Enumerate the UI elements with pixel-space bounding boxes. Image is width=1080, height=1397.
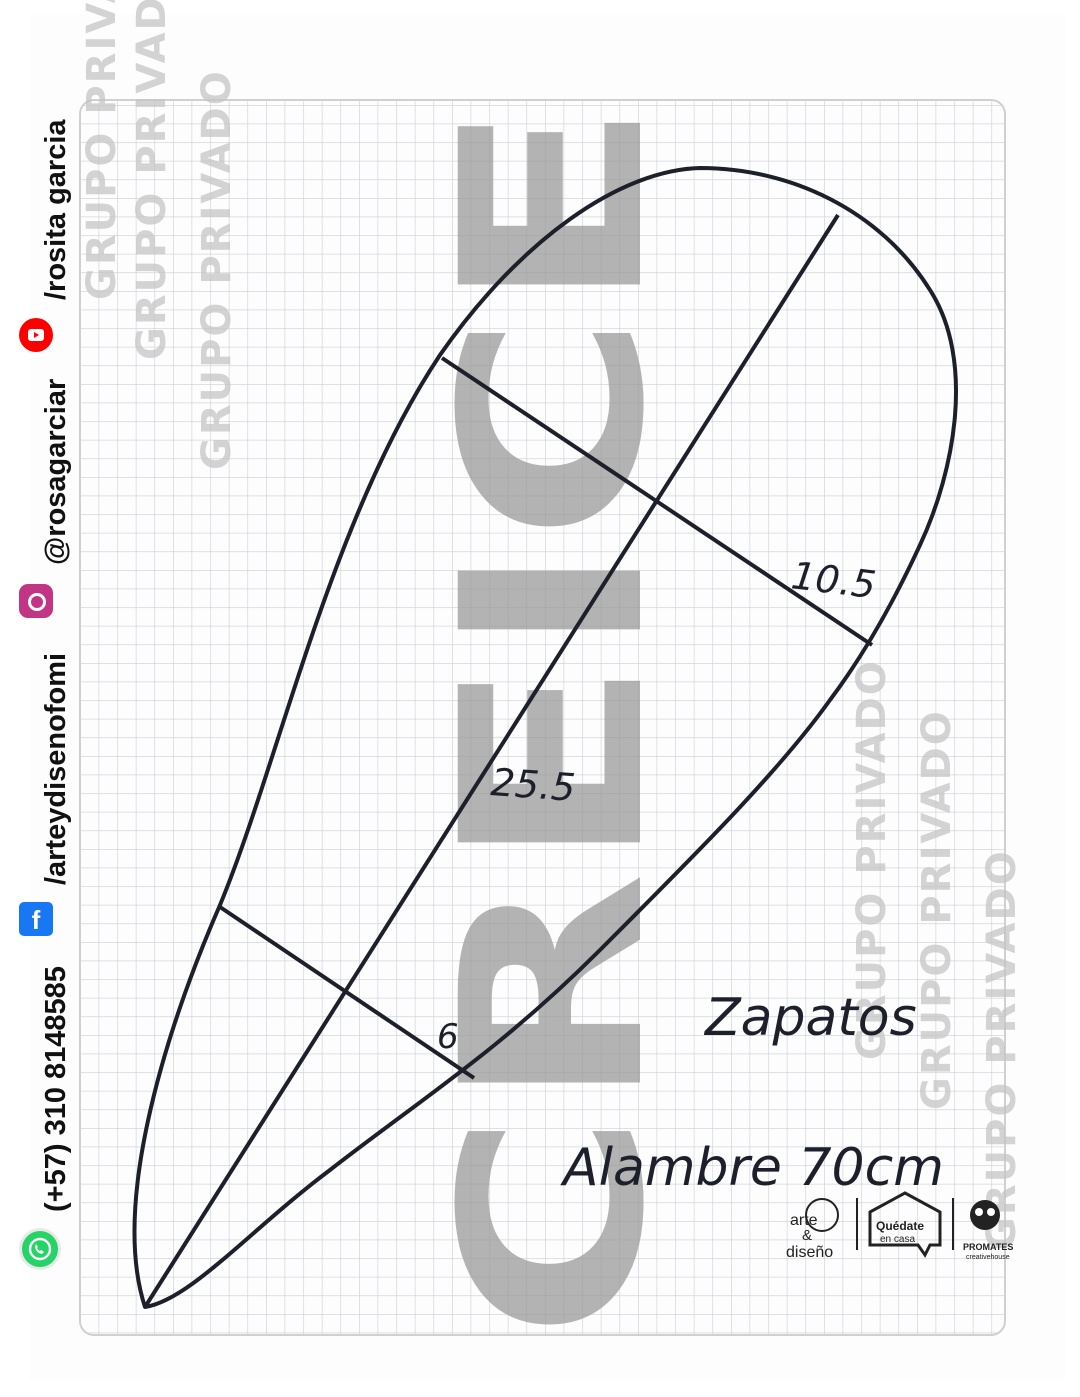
- watermark-secondary-6: GRUPO PRIVADO: [979, 849, 1025, 1250]
- svg-text:en casa: en casa: [880, 1234, 915, 1245]
- svg-text:PROMATES: PROMATES: [963, 1242, 1013, 1252]
- watermark-secondary-3: GRUPO PRIVADO: [194, 69, 240, 470]
- facebook-icon[interactable]: f: [19, 902, 53, 936]
- svg-text:arte: arte: [790, 1212, 818, 1229]
- bottom-width-label: 6: [437, 1017, 459, 1057]
- length-label: 25.5: [489, 760, 576, 810]
- wire-note: Alambre 70cm: [560, 1138, 944, 1198]
- grid-paper: [79, 99, 1006, 1336]
- watermark-secondary-4: GRUPO PRIVADO: [849, 659, 895, 1060]
- length-line: [143, 213, 840, 1309]
- whatsapp-icon[interactable]: [19, 1228, 61, 1270]
- bottom-width-line: [218, 905, 476, 1080]
- shoe-outline: [132, 166, 959, 1309]
- youtube-handle[interactable]: /rosita garcia: [40, 119, 72, 300]
- watermark-main: CREICE: [408, 100, 699, 1340]
- svg-text:creativehouse: creativehouse: [966, 1254, 1010, 1261]
- top-width-line: [440, 356, 874, 647]
- phone-number[interactable]: (+57) 310 8148585: [40, 966, 72, 1212]
- instagram-icon[interactable]: [19, 584, 53, 618]
- watermark-secondary-2: GRUPO PRIVADO: [129, 0, 175, 360]
- svg-text:Quédate: Quédate: [876, 1219, 924, 1233]
- contact-sidebar: (+57) 310 8148585 f /arteydisenofomi @ro…: [0, 0, 72, 1397]
- svg-text:diseño: diseño: [786, 1244, 833, 1261]
- watermark-secondary-5: GRUPO PRIVADO: [914, 709, 960, 1110]
- watermark-secondary-1: GRUPO PRIVADO: [79, 0, 125, 300]
- promates-logo: PROMATES creativehouse: [963, 1200, 1013, 1261]
- svg-text:&: &: [802, 1227, 812, 1244]
- top-width-label: 10.5: [789, 553, 878, 607]
- quedate-en-casa-logo: Quédate en casa: [868, 1191, 942, 1258]
- arte-diseno-logo: arte & diseño: [786, 1198, 839, 1261]
- watermark: CREICE GRUPO PRIVADO GRUPO PRIVADO GRUPO…: [79, 0, 1025, 1340]
- facebook-handle[interactable]: /arteydisenofomi: [40, 652, 72, 885]
- pattern-title: Zapatos: [703, 988, 917, 1048]
- instagram-handle[interactable]: @rosagarciar: [40, 378, 72, 565]
- youtube-icon[interactable]: [19, 318, 53, 352]
